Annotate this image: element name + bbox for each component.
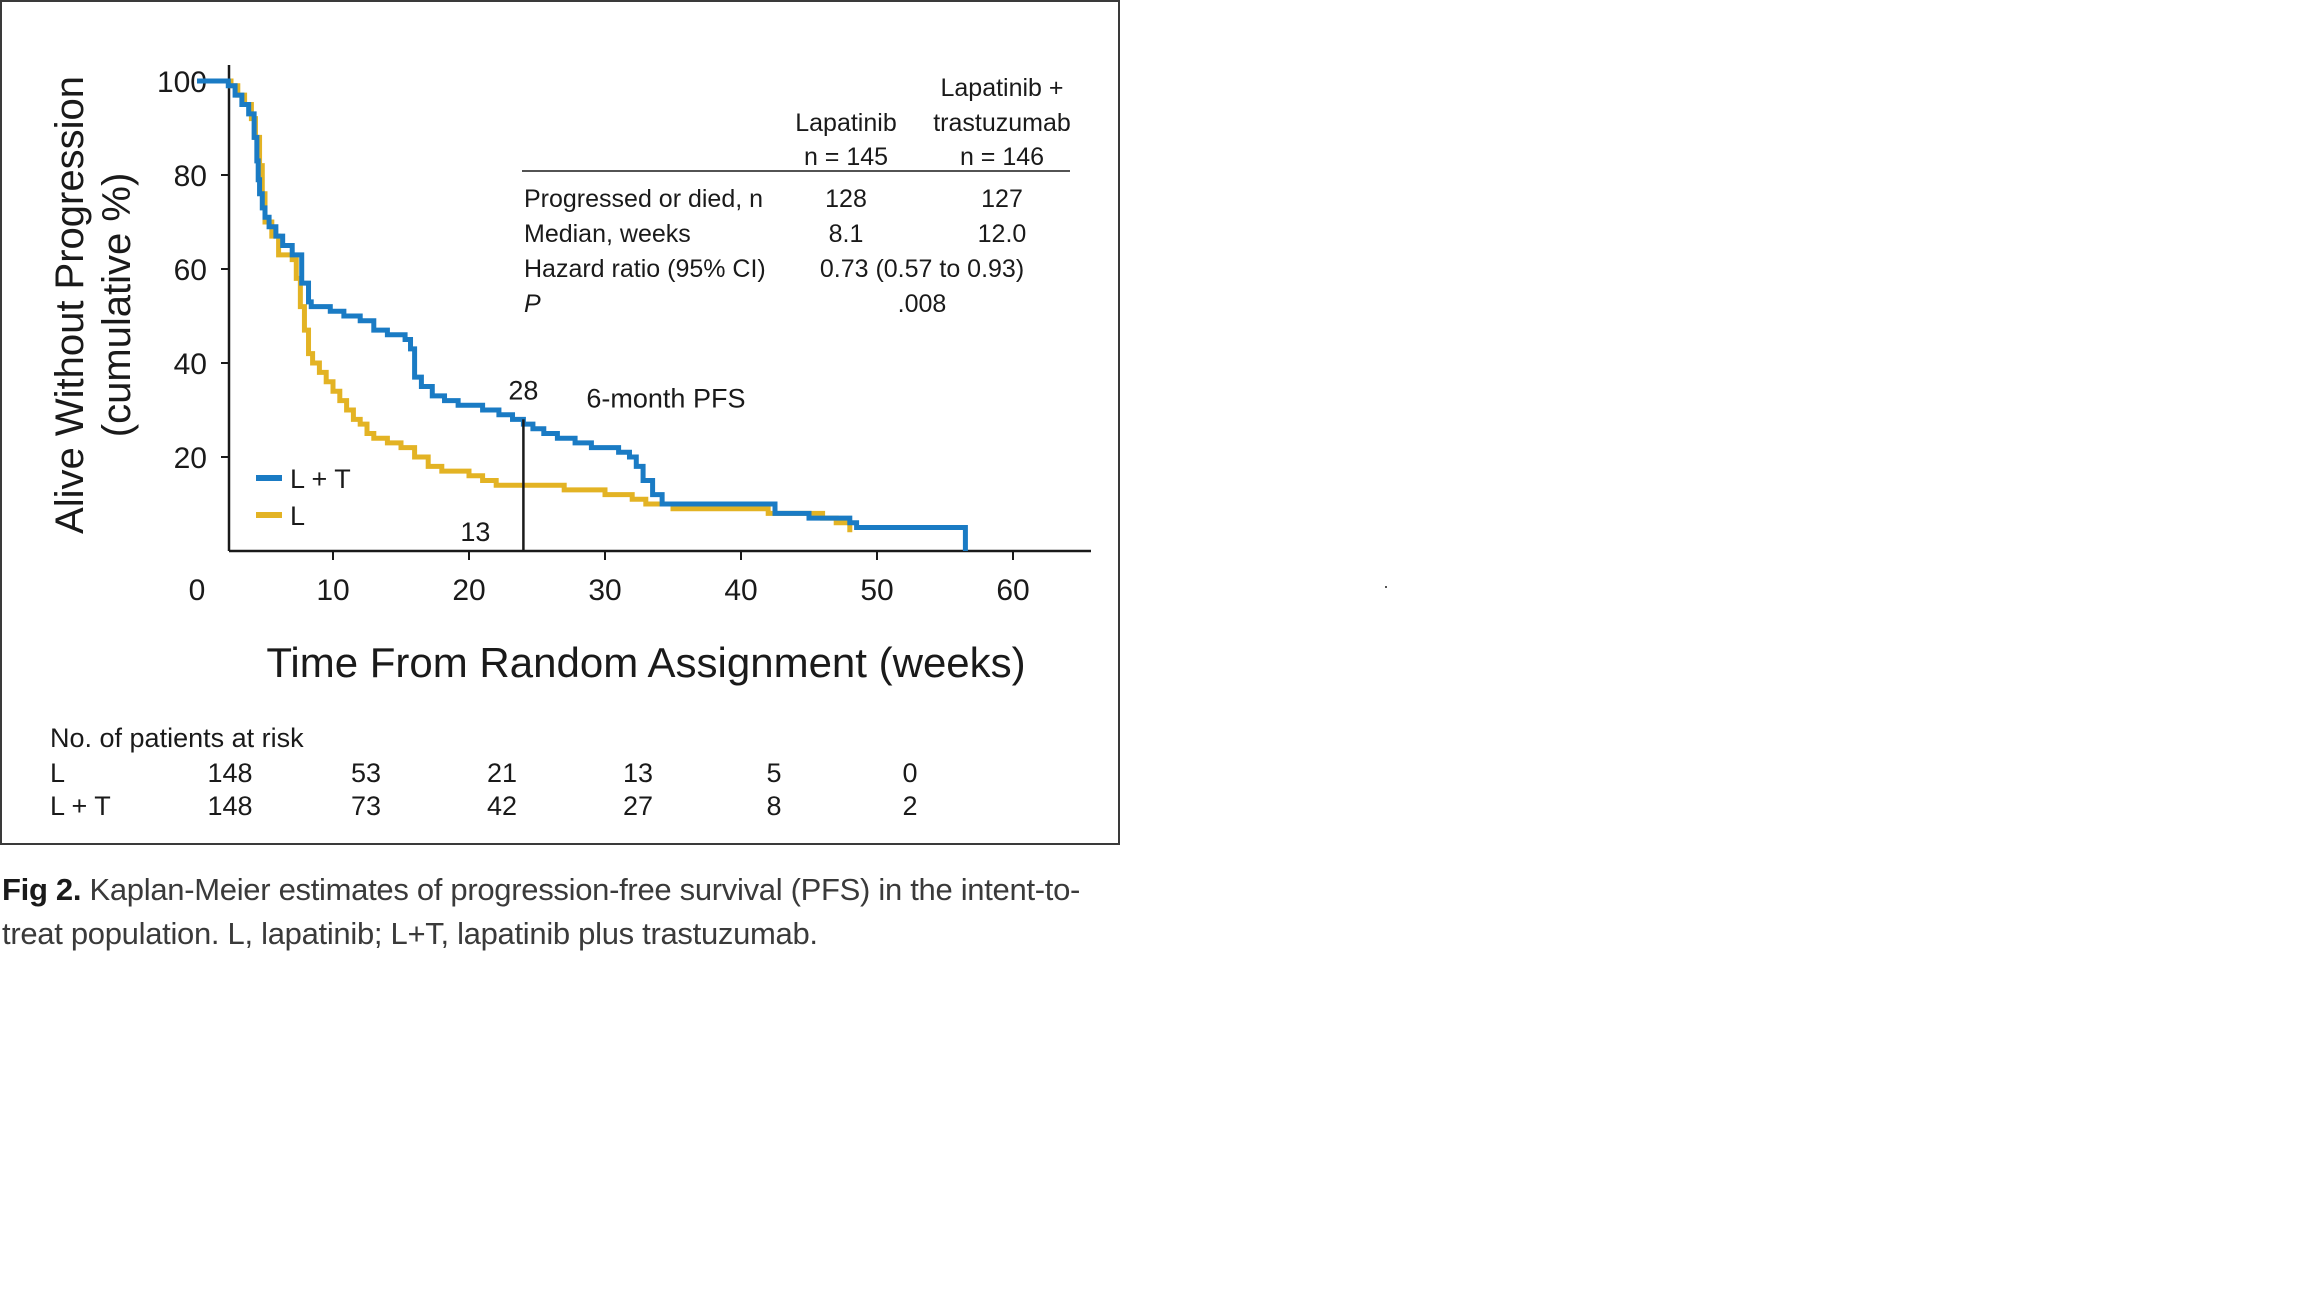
x-tick-label: 30 — [588, 574, 621, 607]
risk-table-value: 8 — [766, 791, 781, 821]
risk-table-value: 2 — [902, 791, 917, 821]
x-tick-label: 40 — [724, 574, 757, 607]
risk-table-title: No. of patients at risk — [50, 723, 304, 753]
inset-row-value-span: .008 — [898, 290, 947, 318]
inset-col2-header-line2: trastuzumab — [933, 109, 1071, 137]
figure-frame — [0, 0, 1120, 845]
caption-text: Kaplan-Meier estimates of progression-fr… — [2, 872, 1081, 951]
inset-col1-header-line2: n = 145 — [804, 143, 888, 171]
risk-table-value: 148 — [207, 758, 252, 788]
stray-dot — [1385, 586, 1387, 588]
risk-table-value: 27 — [623, 791, 653, 821]
x-tick-label: 60 — [996, 574, 1029, 607]
risk-table-value: 21 — [487, 758, 517, 788]
risk-table-value: 53 — [351, 758, 381, 788]
km-chart: Alive Without Progression (cumulative %)… — [48, 65, 1091, 821]
inset-row-label: Median, weeks — [524, 220, 691, 248]
y-tick-label: 20 — [174, 442, 207, 475]
inset-table: Lapatinib n = 145 Lapatinib + trastuzuma… — [522, 74, 1071, 318]
risk-table: No. of patients at risk L L + T 148 53 21 1… — [50, 723, 918, 821]
x-axis-label: Time From Random Assignment (weeks) — [266, 639, 1025, 686]
risk-row-label-l: L — [50, 758, 65, 788]
inset-row-value-combo: 127 — [981, 185, 1023, 213]
y-axis-label-line2: (cumulative %) — [95, 173, 139, 438]
risk-table-value: 42 — [487, 791, 517, 821]
x-tick-label: 0 — [189, 574, 206, 607]
risk-table-value: 13 — [623, 758, 653, 788]
x-ticks: 0 10 20 30 40 50 60 — [189, 551, 1030, 607]
caption-label: Fig 2. — [2, 872, 82, 907]
risk-table-value: 5 — [766, 758, 781, 788]
inset-row-label: Progressed or died, n — [524, 185, 763, 213]
risk-table-value: 73 — [351, 791, 381, 821]
inset-row-label: Hazard ratio (95% CI) — [524, 255, 766, 283]
inset-row-label: P — [524, 290, 541, 318]
risk-row-label-lt: L + T — [50, 791, 111, 821]
x-tick-label: 20 — [452, 574, 485, 607]
y-tick-label: 60 — [174, 254, 207, 287]
risk-table-value: 148 — [207, 791, 252, 821]
x-tick-label: 50 — [860, 574, 893, 607]
legend: L + T L — [256, 464, 351, 531]
inset-row-value-span: 0.73 (0.57 to 0.93) — [820, 255, 1024, 283]
risk-table-value: 0 — [902, 758, 917, 788]
inset-col2-header-line1: Lapatinib + — [940, 74, 1063, 102]
y-axis-label-line1: Alive Without Progression — [48, 76, 92, 534]
inset-row-value-lapatinib: 8.1 — [829, 220, 864, 248]
y-tick-label: 40 — [174, 348, 207, 381]
inset-row-value-combo: 12.0 — [978, 220, 1027, 248]
lt-six-month-value: 28 — [508, 375, 538, 405]
l-six-month-value: 13 — [460, 517, 490, 547]
legend-label-l: L — [290, 501, 305, 531]
series-line-lt — [197, 78, 968, 551]
six-month-label: 6-month PFS — [586, 383, 745, 413]
y-tick-label: 80 — [174, 160, 207, 193]
x-tick-label: 10 — [316, 574, 349, 607]
inset-col2-header-line3: n = 146 — [960, 143, 1044, 171]
figure-caption: Fig 2. Kaplan-Meier estimates of progres… — [2, 868, 1127, 956]
inset-row-value-lapatinib: 128 — [825, 185, 867, 213]
inset-col1-header-line1: Lapatinib — [795, 109, 896, 137]
legend-label-lt: L + T — [290, 464, 351, 494]
